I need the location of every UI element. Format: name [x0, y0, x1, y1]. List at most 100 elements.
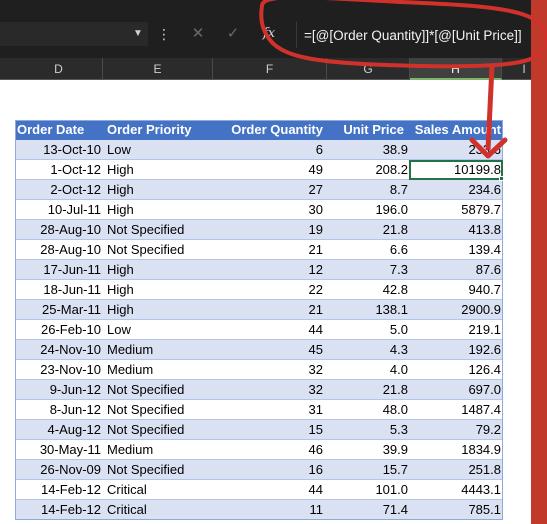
cell-unit-price[interactable]: 42.8 [382, 282, 408, 297]
cell-order-priority[interactable]: Critical [107, 482, 147, 497]
selected-cell[interactable] [409, 160, 503, 180]
cell-order-quantity[interactable]: 30 [308, 202, 323, 217]
cell-order-priority[interactable]: Not Specified [107, 382, 185, 397]
cell-unit-price[interactable]: 21.8 [382, 222, 408, 237]
cell-sales-amount[interactable]: 413.8 [468, 222, 501, 237]
cell-order-priority[interactable]: Not Specified [107, 222, 185, 237]
cell-order-priority[interactable]: Not Specified [107, 242, 185, 257]
cell-order-quantity[interactable]: 16 [308, 462, 323, 477]
cell-unit-price[interactable]: 5.0 [389, 322, 408, 337]
vertical-dots-icon[interactable]: ⋮ [157, 26, 171, 42]
name-box[interactable] [0, 22, 148, 46]
cell-sales-amount[interactable]: 219.1 [468, 322, 501, 337]
cell-order-priority[interactable]: High [107, 282, 134, 297]
cell-sales-amount[interactable]: 234.6 [468, 182, 501, 197]
cell-sales-amount[interactable]: 785.1 [468, 502, 501, 517]
cell-unit-price[interactable]: 38.9 [382, 142, 408, 157]
cell-sales-amount[interactable]: 251.8 [468, 462, 501, 477]
cell-order-date[interactable]: 8-Jun-12 [49, 402, 101, 417]
cell-order-quantity[interactable]: 45 [308, 342, 323, 357]
cell-order-date[interactable]: 26-Nov-09 [40, 462, 101, 477]
cell-unit-price[interactable]: 138.1 [375, 302, 408, 317]
cell-sales-amount[interactable]: 233.6 [468, 142, 501, 157]
cell-order-date[interactable]: 1-Oct-12 [50, 162, 101, 177]
cell-order-quantity[interactable]: 6 [315, 142, 323, 157]
cell-order-date[interactable]: 25-Mar-11 [41, 302, 101, 317]
cell-order-priority[interactable]: Medium [107, 442, 154, 457]
cell-sales-amount[interactable]: 192.6 [468, 342, 501, 357]
cell-order-date[interactable]: 23-Nov-10 [40, 362, 101, 377]
cell-order-date[interactable]: 26-Feb-10 [41, 322, 101, 337]
header-unit-price[interactable]: Unit Price [343, 122, 404, 137]
cell-order-quantity[interactable]: 32 [308, 382, 323, 397]
column-header-f[interactable]: F [213, 58, 327, 80]
fill-handle[interactable] [499, 176, 504, 181]
cell-order-date[interactable]: 14-Feb-12 [41, 482, 101, 497]
cell-order-date[interactable]: 30-May-11 [39, 442, 101, 457]
cell-unit-price[interactable]: 6.6 [389, 242, 408, 257]
header-sales-amount[interactable]: Sales Amount [414, 122, 501, 137]
cell-sales-amount[interactable]: 2900.9 [461, 302, 501, 317]
cell-order-date[interactable]: 14-Feb-12 [41, 502, 101, 517]
cell-sales-amount[interactable]: 940.7 [468, 282, 501, 297]
cell-order-date[interactable]: 2-Oct-12 [50, 182, 101, 197]
cell-unit-price[interactable]: 5.3 [389, 422, 408, 437]
cell-sales-amount[interactable]: 4443.1 [461, 482, 501, 497]
cell-order-priority[interactable]: Not Specified [107, 402, 185, 417]
cell-sales-amount[interactable]: 5879.7 [461, 202, 501, 217]
cell-order-quantity[interactable]: 27 [308, 182, 323, 197]
cell-order-priority[interactable]: Not Specified [107, 422, 185, 437]
cell-order-priority[interactable]: Critical [107, 502, 147, 517]
cell-order-date[interactable]: 28-Aug-10 [40, 222, 101, 237]
cell-order-priority[interactable]: Medium [107, 342, 154, 357]
insert-function-icon[interactable]: fx [262, 26, 276, 41]
cell-unit-price[interactable]: 21.8 [382, 382, 408, 397]
cell-order-quantity[interactable]: 21 [308, 302, 323, 317]
cell-order-date[interactable]: 24-Nov-10 [40, 342, 101, 357]
cell-order-quantity[interactable]: 21 [308, 242, 323, 257]
cell-order-priority[interactable]: High [107, 302, 134, 317]
cancel-icon[interactable]: ✕ [191, 25, 205, 42]
cell-sales-amount[interactable]: 139.4 [468, 242, 501, 257]
cell-order-quantity[interactable]: 19 [308, 222, 323, 237]
cell-unit-price[interactable]: 8.7 [389, 182, 408, 197]
header-order-quantity[interactable]: Order Quantity [231, 122, 323, 137]
cell-order-priority[interactable]: High [107, 162, 134, 177]
cell-order-quantity[interactable]: 15 [308, 422, 323, 437]
cell-unit-price[interactable]: 7.3 [389, 262, 408, 277]
cell-sales-amount[interactable]: 126.4 [468, 362, 501, 377]
cell-sales-amount[interactable]: 10199.8 [454, 162, 501, 177]
cell-unit-price[interactable]: 208.2 [375, 162, 408, 177]
cell-order-quantity[interactable]: 22 [308, 282, 323, 297]
cell-unit-price[interactable]: 4.3 [389, 342, 408, 357]
cell-order-date[interactable]: 17-Jun-11 [43, 262, 101, 277]
cell-order-quantity[interactable]: 32 [308, 362, 323, 377]
cell-order-priority[interactable]: High [107, 182, 134, 197]
cell-order-quantity[interactable]: 31 [308, 402, 323, 417]
cell-order-quantity[interactable]: 49 [308, 162, 323, 177]
cell-order-date[interactable]: 4-Aug-12 [47, 422, 101, 437]
cell-unit-price[interactable]: 15.7 [382, 462, 408, 477]
cell-order-quantity[interactable]: 11 [309, 502, 324, 517]
cell-order-date[interactable]: 13-Oct-10 [43, 142, 101, 157]
column-header-g[interactable]: G [327, 58, 410, 80]
cell-unit-price[interactable]: 39.9 [382, 442, 408, 457]
cell-order-quantity[interactable]: 44 [308, 322, 323, 337]
column-header-h[interactable]: H [410, 58, 502, 80]
header-order-priority[interactable]: Order Priority [107, 122, 192, 137]
cell-order-quantity[interactable]: 12 [308, 262, 323, 277]
cell-order-priority[interactable]: High [107, 202, 134, 217]
cell-order-priority[interactable]: Medium [107, 362, 154, 377]
formula-text[interactable]: =[@[Order Quantity]]*[@[Unit Price]] [304, 28, 522, 43]
cell-sales-amount[interactable]: 1487.4 [461, 402, 501, 417]
cell-sales-amount[interactable]: 79.2 [475, 422, 501, 437]
cell-order-quantity[interactable]: 44 [308, 482, 323, 497]
cell-sales-amount[interactable]: 1834.9 [461, 442, 501, 457]
cell-sales-amount[interactable]: 87.6 [475, 262, 501, 277]
cell-sales-amount[interactable]: 697.0 [468, 382, 501, 397]
cell-unit-price[interactable]: 48.0 [382, 402, 408, 417]
cell-unit-price[interactable]: 4.0 [389, 362, 408, 377]
cell-unit-price[interactable]: 71.4 [382, 502, 408, 517]
cell-order-date[interactable]: 9-Jun-12 [49, 382, 101, 397]
cell-unit-price[interactable]: 196.0 [375, 202, 408, 217]
